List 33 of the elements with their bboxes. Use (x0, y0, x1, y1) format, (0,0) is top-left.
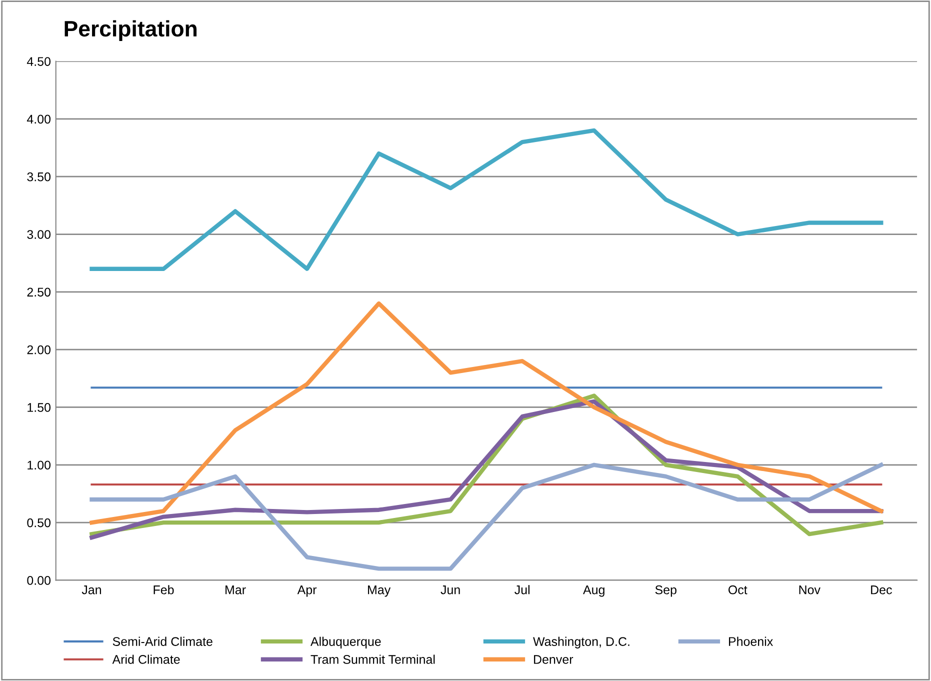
y-tick-label: 4.00 (26, 114, 51, 124)
y-tick-label: 0.00 (27, 576, 51, 585)
line-series (90, 462, 884, 571)
x-tick-label: Feb (154, 585, 174, 594)
x-tick-label: Jul (514, 585, 530, 594)
x-tick-label: Aug (583, 586, 604, 597)
y-tick-label: 2.00 (27, 345, 51, 354)
x-tick-label: Dec (871, 586, 892, 594)
x-tick-label: Apr (297, 586, 317, 597)
x-tick-label: Oct (728, 585, 748, 594)
legend-label: Denver (534, 655, 574, 664)
legend-label: Semi-Arid Climate (112, 636, 212, 646)
y-tick-label: 3.00 (27, 230, 51, 239)
legend-label: Phoenix (728, 636, 774, 646)
legend-label: Washington, D.C. (533, 636, 630, 648)
y-tick-label: 1.50 (28, 403, 51, 412)
x-tick-label: May (368, 586, 391, 597)
line-series (90, 301, 884, 525)
x-tick-label: Mar (226, 586, 246, 594)
x-tick-label: Jun (440, 586, 460, 594)
y-tick-label: 0.50 (27, 518, 51, 528)
y-tick-label: 2.50 (27, 288, 51, 297)
y-tick-label: 3.50 (27, 172, 51, 182)
x-tick-label: Nov (799, 586, 820, 594)
legend-label: Arid Climate (112, 654, 180, 664)
y-tick-label: 4.50 (26, 57, 51, 66)
legend-label: Albuquerque (310, 636, 381, 648)
chart-title: Percipitation (64, 20, 197, 42)
x-tick-label: Sep (655, 585, 676, 597)
legend-label: Tram Summit Terminal (310, 654, 435, 664)
line-series (90, 128, 884, 271)
x-tick-label: Jan (82, 586, 102, 594)
y-tick-label: 1.00 (28, 460, 51, 470)
